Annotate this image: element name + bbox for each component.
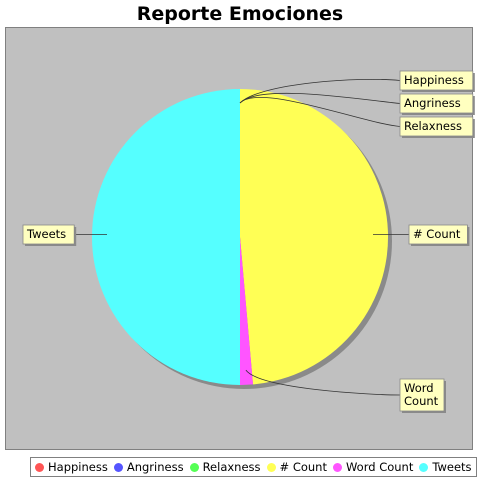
callout-tweets: Tweets <box>23 225 76 246</box>
legend-item-tweets: Tweets <box>419 460 471 474</box>
callout-angriness: Angriness <box>400 94 475 115</box>
legend-item-angriness: Angriness <box>114 460 184 474</box>
pie-slice-tweets <box>92 89 240 385</box>
legend-label-happiness: Happiness <box>48 460 108 474</box>
legend-label-count: # Count <box>280 460 327 474</box>
legend-label-word-count: Word Count <box>346 460 413 474</box>
callout-label-tweets: Tweets <box>26 227 66 241</box>
callout-label-word-count: Word <box>404 381 434 395</box>
callout-label-angriness: Angriness <box>404 96 461 110</box>
legend-label-angriness: Angriness <box>127 460 184 474</box>
legend-label-tweets: Tweets <box>432 460 471 474</box>
callout-label-word-count: Count <box>404 394 439 408</box>
legend-swatch-word-count <box>333 463 342 472</box>
pie-chart: Happiness Angriness Relaxness # Count WordCo… <box>0 0 480 455</box>
legend-item-happiness: Happiness <box>35 460 108 474</box>
legend-swatch-angriness <box>114 463 123 472</box>
callout-label-count: # Count <box>413 227 461 241</box>
legend-item-count: # Count <box>267 460 327 474</box>
callout-label-happiness: Happiness <box>404 73 464 87</box>
legend-swatch-count <box>267 463 276 472</box>
legend-label-relaxness: Relaxness <box>203 460 261 474</box>
legend-swatch-happiness <box>35 463 44 472</box>
legend-item-word-count: Word Count <box>333 460 413 474</box>
pie-slice-count <box>240 89 388 384</box>
callout-label-relaxness: Relaxness <box>404 119 462 133</box>
legend: Happiness Angriness Relaxness # Count Word C… <box>30 457 477 477</box>
legend-swatch-tweets <box>419 463 428 472</box>
callout-happiness: Happiness <box>400 71 475 92</box>
legend-item-relaxness: Relaxness <box>190 460 261 474</box>
legend-swatch-relaxness <box>190 463 199 472</box>
callout-relaxness: Relaxness <box>400 117 475 138</box>
callout-count: # Count <box>409 225 469 246</box>
